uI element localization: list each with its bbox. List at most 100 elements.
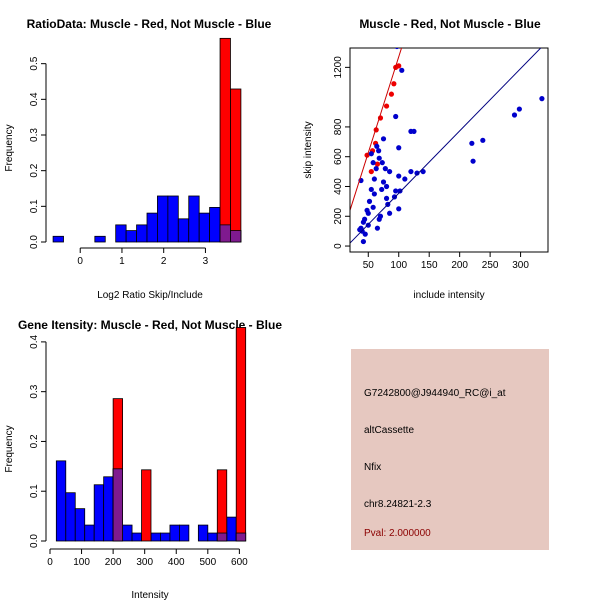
scatter-point-not-muscle <box>469 140 475 146</box>
hist-bar-not-muscle <box>131 532 142 542</box>
hist-bar-not-muscle <box>125 230 137 243</box>
hist-bar-not-muscle <box>115 224 127 243</box>
y-tick-label: 0.0 <box>29 534 40 548</box>
scatter-point-not-muscle <box>383 183 390 190</box>
y-tick-label: 0.2 <box>29 163 40 177</box>
scatter-plot: 0 200 400 600 800 1200 50 100 150 200 250 300 <box>333 47 549 271</box>
hist-bar-not-muscle <box>74 508 86 542</box>
y-tick-label: 0.5 <box>29 56 40 70</box>
scatter-point-not-muscle <box>414 170 420 176</box>
hist-bar-not-muscle <box>150 532 161 542</box>
scatter-point-muscle <box>383 103 390 109</box>
y-tick-label: 600 <box>333 148 344 165</box>
scatter-point-not-muscle <box>373 166 379 172</box>
scatter-point-not-muscle <box>370 204 376 210</box>
hist-bar-not-muscle <box>52 235 64 243</box>
scatter-point-not-muscle <box>539 96 545 102</box>
y-tick-label: 0.4 <box>29 92 40 106</box>
y-tick-label: 0.2 <box>29 434 40 448</box>
x-tick-label: 2 <box>161 256 167 267</box>
x-tick-label: 200 <box>451 260 468 271</box>
x-tick-label: 300 <box>136 557 153 568</box>
hist-bar-not-muscle <box>177 218 190 243</box>
scatter-point-not-muscle <box>380 136 387 142</box>
hist-bar-not-muscle <box>65 492 76 542</box>
scatter-point-not-muscle <box>480 137 486 143</box>
x-tick-label: 200 <box>105 557 122 568</box>
ratio-hist-xlabel: Log2 Ratio Skip/Include <box>97 290 203 301</box>
scatter-point-muscle <box>391 81 397 87</box>
scatter-point-not-muscle <box>396 206 402 212</box>
genomic-location: chr8.24821-2.3 <box>364 499 432 510</box>
scatter-point-not-muscle <box>387 168 393 175</box>
scatter-point-not-muscle <box>382 166 388 172</box>
y-tick-label: 0.1 <box>29 484 40 498</box>
hist-bar-muscle <box>216 469 228 542</box>
y-tick-label: 0.1 <box>29 199 40 213</box>
scatter-point-not-muscle <box>396 145 402 151</box>
hist-bar-not-muscle <box>209 207 221 243</box>
scatter-point-not-muscle <box>387 210 393 216</box>
scatter-point-not-muscle <box>366 198 373 204</box>
scatter-point-muscle <box>368 168 374 175</box>
x-tick-label: 100 <box>73 557 90 568</box>
scatter-point-not-muscle <box>379 160 385 166</box>
hist-bar-not-muscle <box>103 476 114 542</box>
scatter-point-not-muscle <box>394 48 400 50</box>
ratio-hist-title: RatioData: Muscle - Red, Not Muscle - Bl… <box>27 17 272 31</box>
scatter-point-not-muscle <box>365 222 371 228</box>
x-tick-label: 500 <box>199 557 216 568</box>
scatter-point-muscle <box>374 161 381 167</box>
pval-text: Pval: 2.000000 <box>364 528 431 539</box>
ratio-hist-ylabel: Frequency <box>4 124 15 171</box>
ratio-hist-plot: 0.0 0.1 0.2 0.3 0.4 0.5 0 1 2 3 <box>29 37 242 267</box>
hist-bar-not-muscle <box>197 524 209 542</box>
scatter-point-not-muscle <box>374 143 380 149</box>
y-tick-label: 0.4 <box>29 335 40 349</box>
x-tick-label: 300 <box>512 260 529 271</box>
scatter-point-not-muscle <box>368 186 374 193</box>
info-panel: G7242800@J944940_RC@i_at altCassette Nfi… <box>351 349 549 550</box>
x-tick-label: 50 <box>363 260 375 271</box>
y-tick-label: 0.3 <box>29 384 40 398</box>
y-tick-label: 0.3 <box>29 128 40 142</box>
fit-line-muscle <box>350 48 403 211</box>
scatter-point-not-muscle <box>380 179 387 185</box>
scatter-point-not-muscle <box>470 158 476 164</box>
scatter-point-not-muscle <box>371 191 377 197</box>
x-tick-label: 0 <box>47 557 53 568</box>
x-tick-label: 150 <box>421 260 438 271</box>
scatter-point-not-muscle <box>511 112 518 118</box>
y-tick-label: 200 <box>333 207 344 224</box>
hist-bar-not-muscle <box>146 212 158 243</box>
hist-bar-muscle <box>230 88 242 243</box>
scatter-point-not-muscle <box>376 155 382 161</box>
scatter-point-not-muscle <box>408 168 414 175</box>
hist-bar-overlap <box>216 532 228 542</box>
scatter-point-not-muscle <box>376 148 382 154</box>
y-tick-label: 0 <box>333 243 344 249</box>
scatter-point-not-muscle <box>396 173 402 179</box>
x-tick-label: 100 <box>390 260 407 271</box>
hist-bar-not-muscle <box>136 224 148 243</box>
fit-line-not-muscle <box>350 48 542 244</box>
hist-bar-not-muscle <box>157 195 169 243</box>
hist-bar-overlap <box>230 230 242 243</box>
hist-bar-not-muscle <box>167 195 179 243</box>
scatter-point-not-muscle <box>397 188 403 194</box>
x-tick-label: 250 <box>482 260 499 271</box>
hist-bar-not-muscle <box>55 460 67 542</box>
hist-bar-muscle <box>141 469 152 542</box>
x-tick-label: 3 <box>203 256 209 267</box>
scatter-point-not-muscle <box>368 151 374 157</box>
intensity-hist-plot: 0.0 0.1 0.2 0.3 0.4 0 100 200 300 400 500 600 <box>29 327 248 568</box>
scatter-point-not-muscle <box>393 113 399 120</box>
hist-bar-overlap <box>112 468 123 542</box>
x-tick-label: 600 <box>231 557 248 568</box>
scatter-point-not-muscle <box>362 231 368 237</box>
event-type: altCassette <box>364 425 414 436</box>
hist-bar-not-muscle <box>198 212 211 243</box>
scatter-point-not-muscle <box>360 219 367 225</box>
hist-bar-overlap <box>235 532 247 542</box>
scatter-point-not-muscle <box>371 176 377 182</box>
